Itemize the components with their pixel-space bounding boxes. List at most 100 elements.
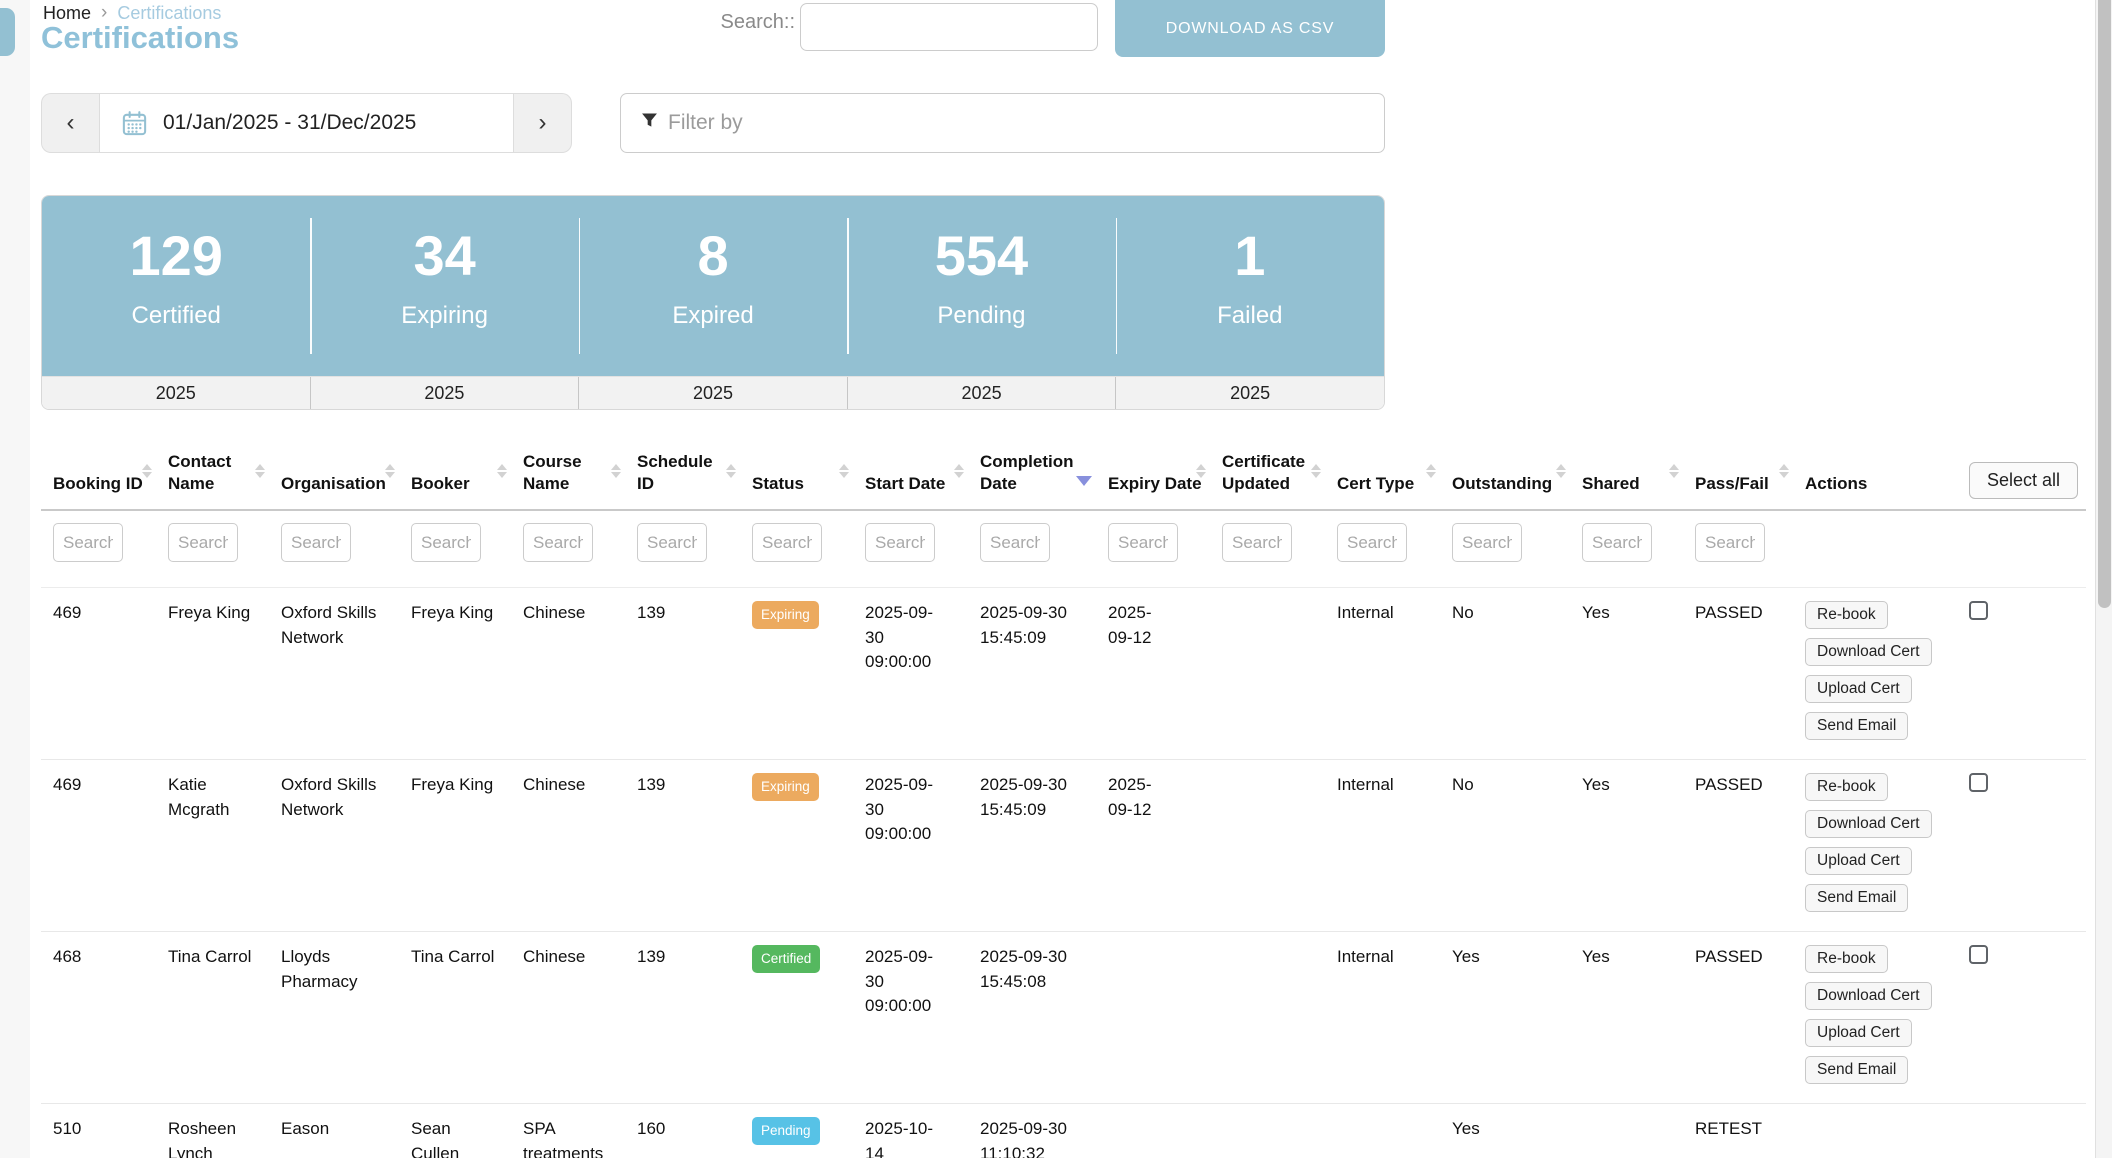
stat-failed: 1 Failed (1115, 196, 1384, 376)
download-cert-button[interactable]: Download Cert (1805, 982, 1932, 1010)
sort-icon[interactable] (1556, 464, 1566, 478)
table-row: 468 Tina Carrol Lloyds Pharmacy Tina Car… (41, 931, 2086, 1104)
cell-organisation: Oxford Skills Network (269, 587, 399, 760)
scrollbar-thumb[interactable] (2098, 0, 2111, 608)
search-booker-input[interactable] (411, 523, 481, 562)
search-certificate-updated-input[interactable] (1222, 523, 1292, 562)
cell-contact-name: Rosheen Lynch (156, 1103, 269, 1158)
sort-icon[interactable] (726, 464, 736, 478)
sort-icon[interactable] (1311, 464, 1321, 478)
search-cert-type-input[interactable] (1337, 523, 1407, 562)
search-start-date-input[interactable] (865, 523, 935, 562)
search-expiry-date-input[interactable] (1108, 523, 1178, 562)
col-header-booking-id[interactable]: Booking ID (41, 438, 156, 511)
cell-schedule-id: 160 (625, 1103, 740, 1158)
sort-icon[interactable] (497, 464, 507, 478)
cell-contact-name: Katie Mcgrath (156, 759, 269, 932)
cell-cert-type: Internal (1325, 759, 1440, 932)
send-email-button[interactable]: Send Email (1805, 884, 1909, 912)
search-outstanding-input[interactable] (1452, 523, 1522, 562)
search-booking-id-input[interactable] (53, 523, 123, 562)
cell-pass-fail: PASSED (1683, 759, 1793, 932)
cell-outstanding: Yes (1440, 931, 1570, 1104)
search-pass-fail-input[interactable] (1695, 523, 1765, 562)
cell-booker: Freya King (399, 759, 511, 932)
date-range-display[interactable]: 01/Jan/2025 - 31/Dec/2025 (99, 93, 514, 153)
download-cert-button[interactable]: Download Cert (1805, 638, 1932, 666)
stat-year: 2025 (846, 377, 1116, 409)
sort-icon[interactable] (142, 464, 152, 478)
col-header-select: Select all (1951, 438, 2086, 511)
chevron-left-icon: ‹ (66, 109, 75, 136)
row-checkbox[interactable] (1969, 945, 1988, 964)
stat-label: Expired (672, 302, 754, 330)
upload-cert-button[interactable]: Upload Cert (1805, 1019, 1912, 1047)
select-all-button[interactable]: Select all (1968, 462, 2078, 499)
global-search-input[interactable] (800, 3, 1098, 51)
rebook-button[interactable]: Re-book (1805, 773, 1888, 801)
row-checkbox[interactable] (1969, 601, 1988, 620)
cell-schedule-id: 139 (625, 759, 740, 932)
col-header-organisation[interactable]: Organisation (269, 438, 399, 511)
sort-icon[interactable] (255, 464, 265, 478)
stat-value: 554 (934, 223, 1029, 287)
sort-desc-icon[interactable] (1076, 476, 1092, 486)
search-status-input[interactable] (752, 523, 822, 562)
sort-icon[interactable] (839, 464, 849, 478)
cell-select (1951, 759, 2086, 932)
sort-icon[interactable] (1196, 464, 1206, 478)
sort-icon[interactable] (1426, 464, 1436, 478)
chevron-right-icon: › (538, 109, 547, 136)
sort-icon[interactable] (385, 464, 395, 478)
search-course-name-input[interactable] (523, 523, 593, 562)
col-header-status[interactable]: Status (740, 438, 853, 511)
col-header-course-name[interactable]: Course Name (511, 438, 625, 511)
page-title: Certifications (41, 20, 240, 55)
col-header-start-date[interactable]: Start Date (853, 438, 968, 511)
col-header-outstanding[interactable]: Outstanding (1440, 438, 1570, 511)
sort-icon[interactable] (1779, 464, 1789, 478)
search-schedule-id-input[interactable] (637, 523, 707, 562)
sort-icon[interactable] (1669, 464, 1679, 478)
col-header-pass-fail[interactable]: Pass/Fail (1683, 438, 1793, 511)
sidebar-toggle-tab[interactable] (0, 8, 15, 56)
col-header-schedule-id[interactable]: Schedule ID (625, 438, 740, 511)
cell-completion-date: 2025-09-30 11:10:32 (968, 1103, 1096, 1158)
cell-booker: Sean Cullen (399, 1103, 511, 1158)
sort-icon[interactable] (611, 464, 621, 478)
col-header-booker[interactable]: Booker (399, 438, 511, 511)
filter-input[interactable]: Filter by (620, 93, 1385, 153)
cell-completion-date: 2025-09-30 15:45:09 (968, 759, 1096, 932)
download-cert-button[interactable]: Download Cert (1805, 810, 1932, 838)
breadcrumb-home-link[interactable]: Home (43, 2, 92, 23)
cell-actions (1793, 1103, 1951, 1158)
row-checkbox[interactable] (1969, 773, 1988, 792)
search-completion-date-input[interactable] (980, 523, 1050, 562)
col-header-contact-name[interactable]: Contact Name (156, 438, 269, 511)
send-email-button[interactable]: Send Email (1805, 1056, 1909, 1084)
search-organisation-input[interactable] (281, 523, 351, 562)
rebook-button[interactable]: Re-book (1805, 945, 1888, 973)
cell-outstanding: No (1440, 759, 1570, 932)
cell-actions: Re-book Download Cert Upload Cert Send E… (1793, 931, 1951, 1104)
search-contact-name-input[interactable] (168, 523, 238, 562)
send-email-button[interactable]: Send Email (1805, 712, 1909, 740)
stat-year: 2025 (1115, 377, 1384, 409)
col-header-cert-type[interactable]: Cert Type (1325, 438, 1440, 511)
rebook-button[interactable]: Re-book (1805, 601, 1888, 629)
search-shared-input[interactable] (1582, 523, 1652, 562)
upload-cert-button[interactable]: Upload Cert (1805, 675, 1912, 703)
upload-cert-button[interactable]: Upload Cert (1805, 847, 1912, 875)
col-header-completion-date[interactable]: Completion Date (968, 438, 1096, 511)
next-period-button[interactable]: › (514, 93, 572, 153)
cell-completion-date: 2025-09-30 15:45:09 (968, 587, 1096, 760)
col-header-shared[interactable]: Shared (1570, 438, 1683, 511)
col-header-certificate-updated[interactable]: Certificate Updated (1210, 438, 1325, 511)
table-row: 469 Freya King Oxford Skills Network Fre… (41, 587, 2086, 760)
cell-status: Expiring (740, 587, 853, 760)
col-header-expiry-date[interactable]: Expiry Date (1096, 438, 1210, 511)
prev-period-button[interactable]: ‹ (41, 93, 99, 153)
filter-placeholder: Filter by (668, 111, 743, 134)
download-csv-button[interactable]: DOWNLOAD AS CSV (1115, 0, 1385, 57)
sort-icon[interactable] (954, 464, 964, 478)
